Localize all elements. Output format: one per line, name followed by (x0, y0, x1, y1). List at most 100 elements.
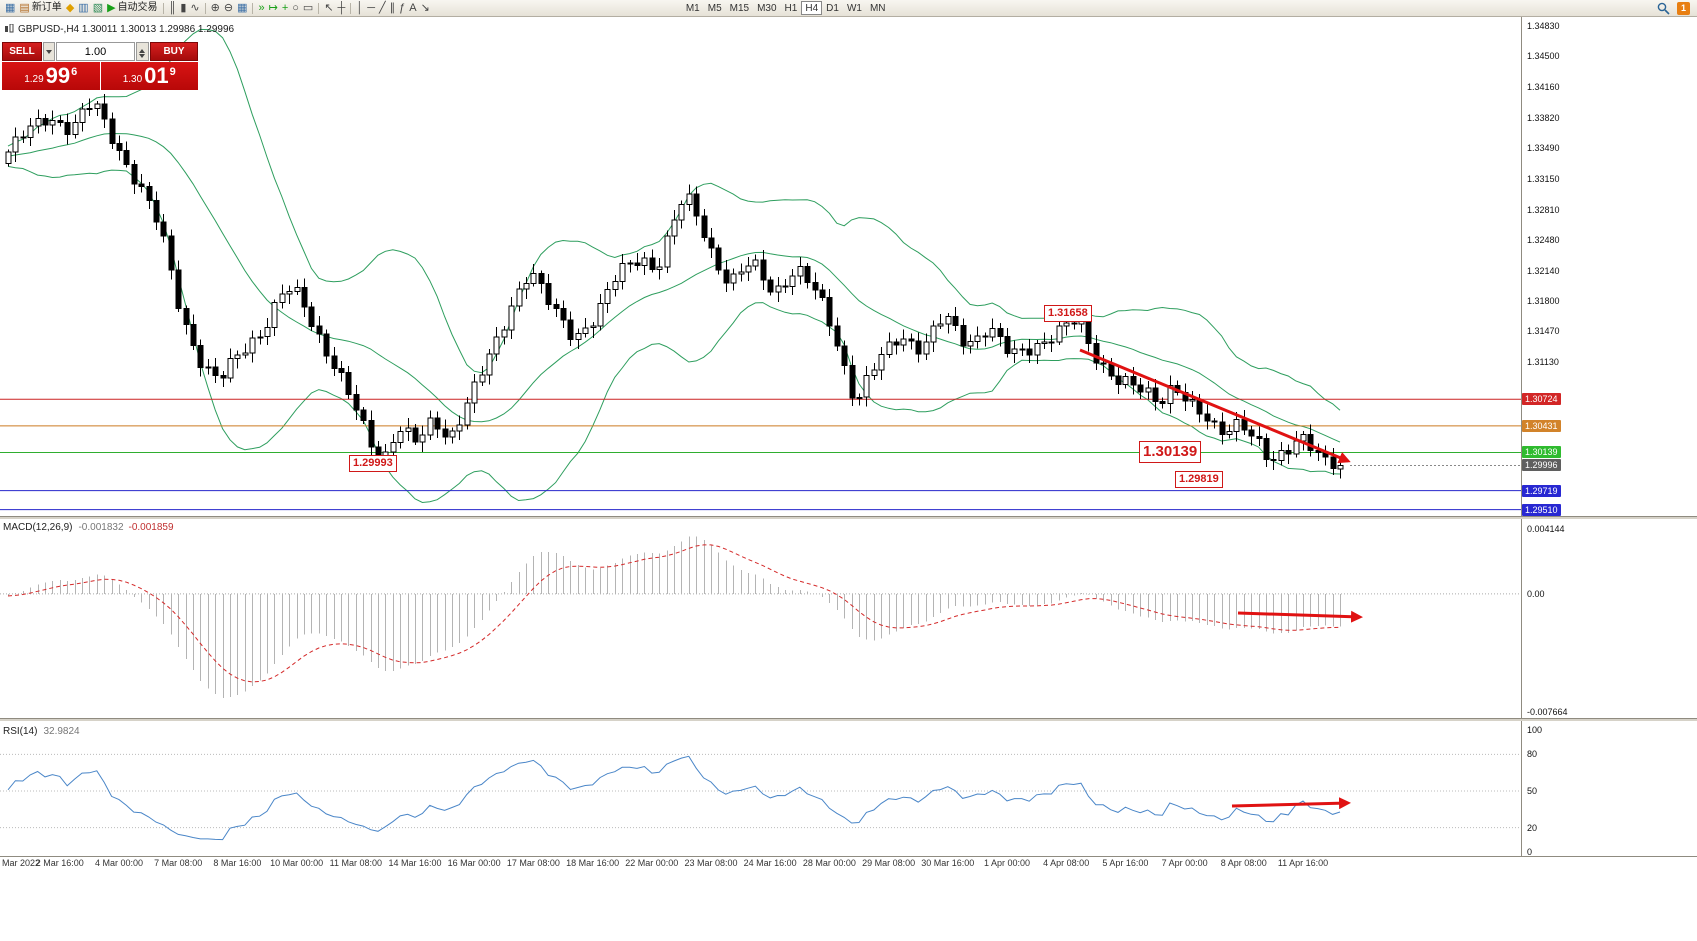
buy-price-big: 01 (144, 63, 169, 89)
time-axis-label: 1 Apr 00:00 (983, 858, 1031, 868)
buy-button[interactable]: BUY (150, 42, 198, 61)
auto-scroll-button[interactable]: » (256, 1, 266, 16)
templates-button[interactable]: ▭ (301, 1, 315, 16)
sell-price-big: 99 (45, 63, 71, 89)
zoom-in-button[interactable]: ⊕ (209, 1, 222, 16)
candlestick-chart-button[interactable]: ▮ (178, 1, 188, 16)
new-order-button[interactable]: ▤ 新订单 (17, 1, 63, 16)
macd-main-value: -0.001832 (78, 522, 124, 533)
time-axis-label: 7 Apr 00:00 (1161, 858, 1208, 868)
price-tick-label: 1.34160 (1527, 81, 1560, 92)
time-axis-label: 11 Apr 16:00 (1277, 858, 1329, 868)
timeframe-button-d1[interactable]: D1 (826, 2, 839, 14)
sell-price-display[interactable]: 1.29 99 6 (2, 62, 100, 90)
time-axis-label: 23 Mar 08:00 (684, 858, 738, 868)
new-order-icon: ▤ (19, 1, 30, 14)
panel-separator[interactable] (0, 718, 1697, 721)
price-tick-label: 1.33490 (1527, 142, 1560, 153)
toolbar-separator (318, 2, 320, 14)
price-annotation[interactable]: 1.29819 (1175, 471, 1223, 488)
new-chart-icon: ▦ (5, 1, 16, 14)
price-annotation[interactable]: 1.31658 (1044, 305, 1092, 322)
time-axis-label: 7 Mar 08:00 (154, 858, 203, 868)
zoom-in-icon: ⊕ (210, 1, 220, 14)
arrow-objects-button[interactable]: ↘ (419, 1, 432, 16)
rsi-trend-arrow[interactable] (1231, 797, 1351, 810)
symbol-ohlc-text: GBPUSD-,H4 1.30011 1.30013 1.29986 1.299… (18, 24, 235, 35)
bollinger-middle-band (7, 132, 1341, 443)
time-axis-label: 14 Mar 16:00 (388, 858, 442, 868)
price-tick-label: 1.33820 (1527, 112, 1560, 123)
periods-button[interactable]: ○ (290, 1, 301, 16)
price-annotation[interactable]: 1.29993 (349, 455, 397, 472)
trendline-button[interactable]: ╱ (377, 1, 388, 16)
buy-price-display[interactable]: 1.30 01 9 (100, 62, 198, 90)
spinner-up-icon[interactable] (137, 43, 148, 53)
volume-spinner (136, 42, 149, 61)
line-chart-button[interactable]: ∿ (188, 1, 201, 16)
price-tick-label: 1.32140 (1527, 265, 1560, 276)
trend-arrow[interactable] (1079, 348, 1351, 464)
timeframe-button-m30[interactable]: M30 (757, 2, 777, 14)
timeframe-button-h4[interactable]: H4 (801, 1, 823, 15)
timeframe-button-m1[interactable]: M1 (685, 2, 700, 14)
price-tick-label: 1.34830 (1527, 21, 1560, 31)
timeframe-button-w1[interactable]: W1 (846, 2, 862, 14)
timeframe-button-h1[interactable]: H1 (784, 2, 798, 14)
data-window-icon: ▧ (92, 1, 104, 14)
search-icon[interactable] (1655, 1, 1672, 16)
zoom-out-button[interactable]: ⊖ (222, 1, 235, 16)
candlestick-chart-icon: ▮ (180, 1, 187, 14)
timeframe-button-mn[interactable]: MN (869, 2, 886, 14)
rsi-layer (0, 753, 1521, 841)
cursor-button[interactable]: ↖ (322, 1, 335, 16)
data-window-button[interactable]: ▧ (91, 1, 105, 16)
crosshair-icon: ┼ (337, 1, 346, 14)
spinner-down-icon[interactable] (137, 52, 148, 61)
toolbar-separator (204, 2, 206, 14)
bar-chart-button[interactable]: ║ (167, 1, 179, 16)
indicators-button[interactable]: + (280, 1, 290, 16)
rsi-axis-label: 50 (1527, 786, 1538, 796)
time-axis-label: 22 Mar 00:00 (625, 858, 679, 868)
auto-trading-button-label: 自动交易 (117, 2, 158, 13)
macd-name: MACD(12,26,9) (3, 522, 73, 533)
arrow-objects-icon: ↘ (420, 1, 430, 14)
horizontal-line-button[interactable]: ─ (365, 1, 377, 16)
tile-windows-button[interactable]: ▦ (235, 1, 249, 16)
time-axis-label: 28 Mar 00:00 (802, 858, 856, 868)
market-watch-button[interactable]: ▥ (76, 1, 90, 16)
macd-axis-label: 0.00 (1527, 588, 1545, 599)
macd-axis-label: -0.007664 (1527, 707, 1568, 717)
time-axis-label: Mar 2022 (2, 858, 41, 868)
timeframe-button-m15[interactable]: M15 (729, 2, 750, 14)
macd-trend-arrow[interactable] (1237, 610, 1363, 623)
timeframe-button-m5[interactable]: M5 (707, 2, 722, 14)
order-price-row: 1.29 99 6 1.30 01 9 (2, 62, 198, 90)
buy-price-prefix: 1.30 (122, 74, 143, 85)
panel-separator[interactable] (0, 516, 1697, 519)
mql5-community-button[interactable]: ◆ (64, 1, 76, 16)
auto-trading-button[interactable]: ▶ 自动交易 (105, 1, 159, 16)
channel-button[interactable]: ∥ (388, 1, 398, 16)
price-annotation[interactable]: 1.30139 (1139, 441, 1202, 464)
periods-icon: ○ (292, 1, 299, 14)
volume-dropdown-icon[interactable] (43, 42, 55, 61)
new-order-button-label: 新订单 (31, 2, 62, 13)
macd-indicator-label: MACD(12,26,9) -0.001832 -0.001859 (3, 522, 174, 533)
price-axis-tag: 1.29996 (1522, 459, 1561, 472)
time-axis-label: 4 Mar 00:00 (94, 858, 144, 868)
price-tick-label: 1.31470 (1527, 326, 1560, 337)
fibonacci-button[interactable]: ƒ (397, 1, 407, 16)
notification-badge[interactable]: 1 (1677, 1, 1690, 15)
text-button[interactable]: A (407, 1, 418, 16)
rsi-line (7, 755, 1341, 841)
volume-input[interactable] (57, 45, 134, 58)
chart-shift-button[interactable]: ↦ (267, 1, 280, 16)
vertical-line-button[interactable]: │ (354, 1, 365, 16)
crosshair-button[interactable]: ┼ (336, 1, 348, 16)
sell-button[interactable]: SELL (2, 42, 42, 61)
new-chart-button[interactable]: ▦ (3, 1, 17, 16)
